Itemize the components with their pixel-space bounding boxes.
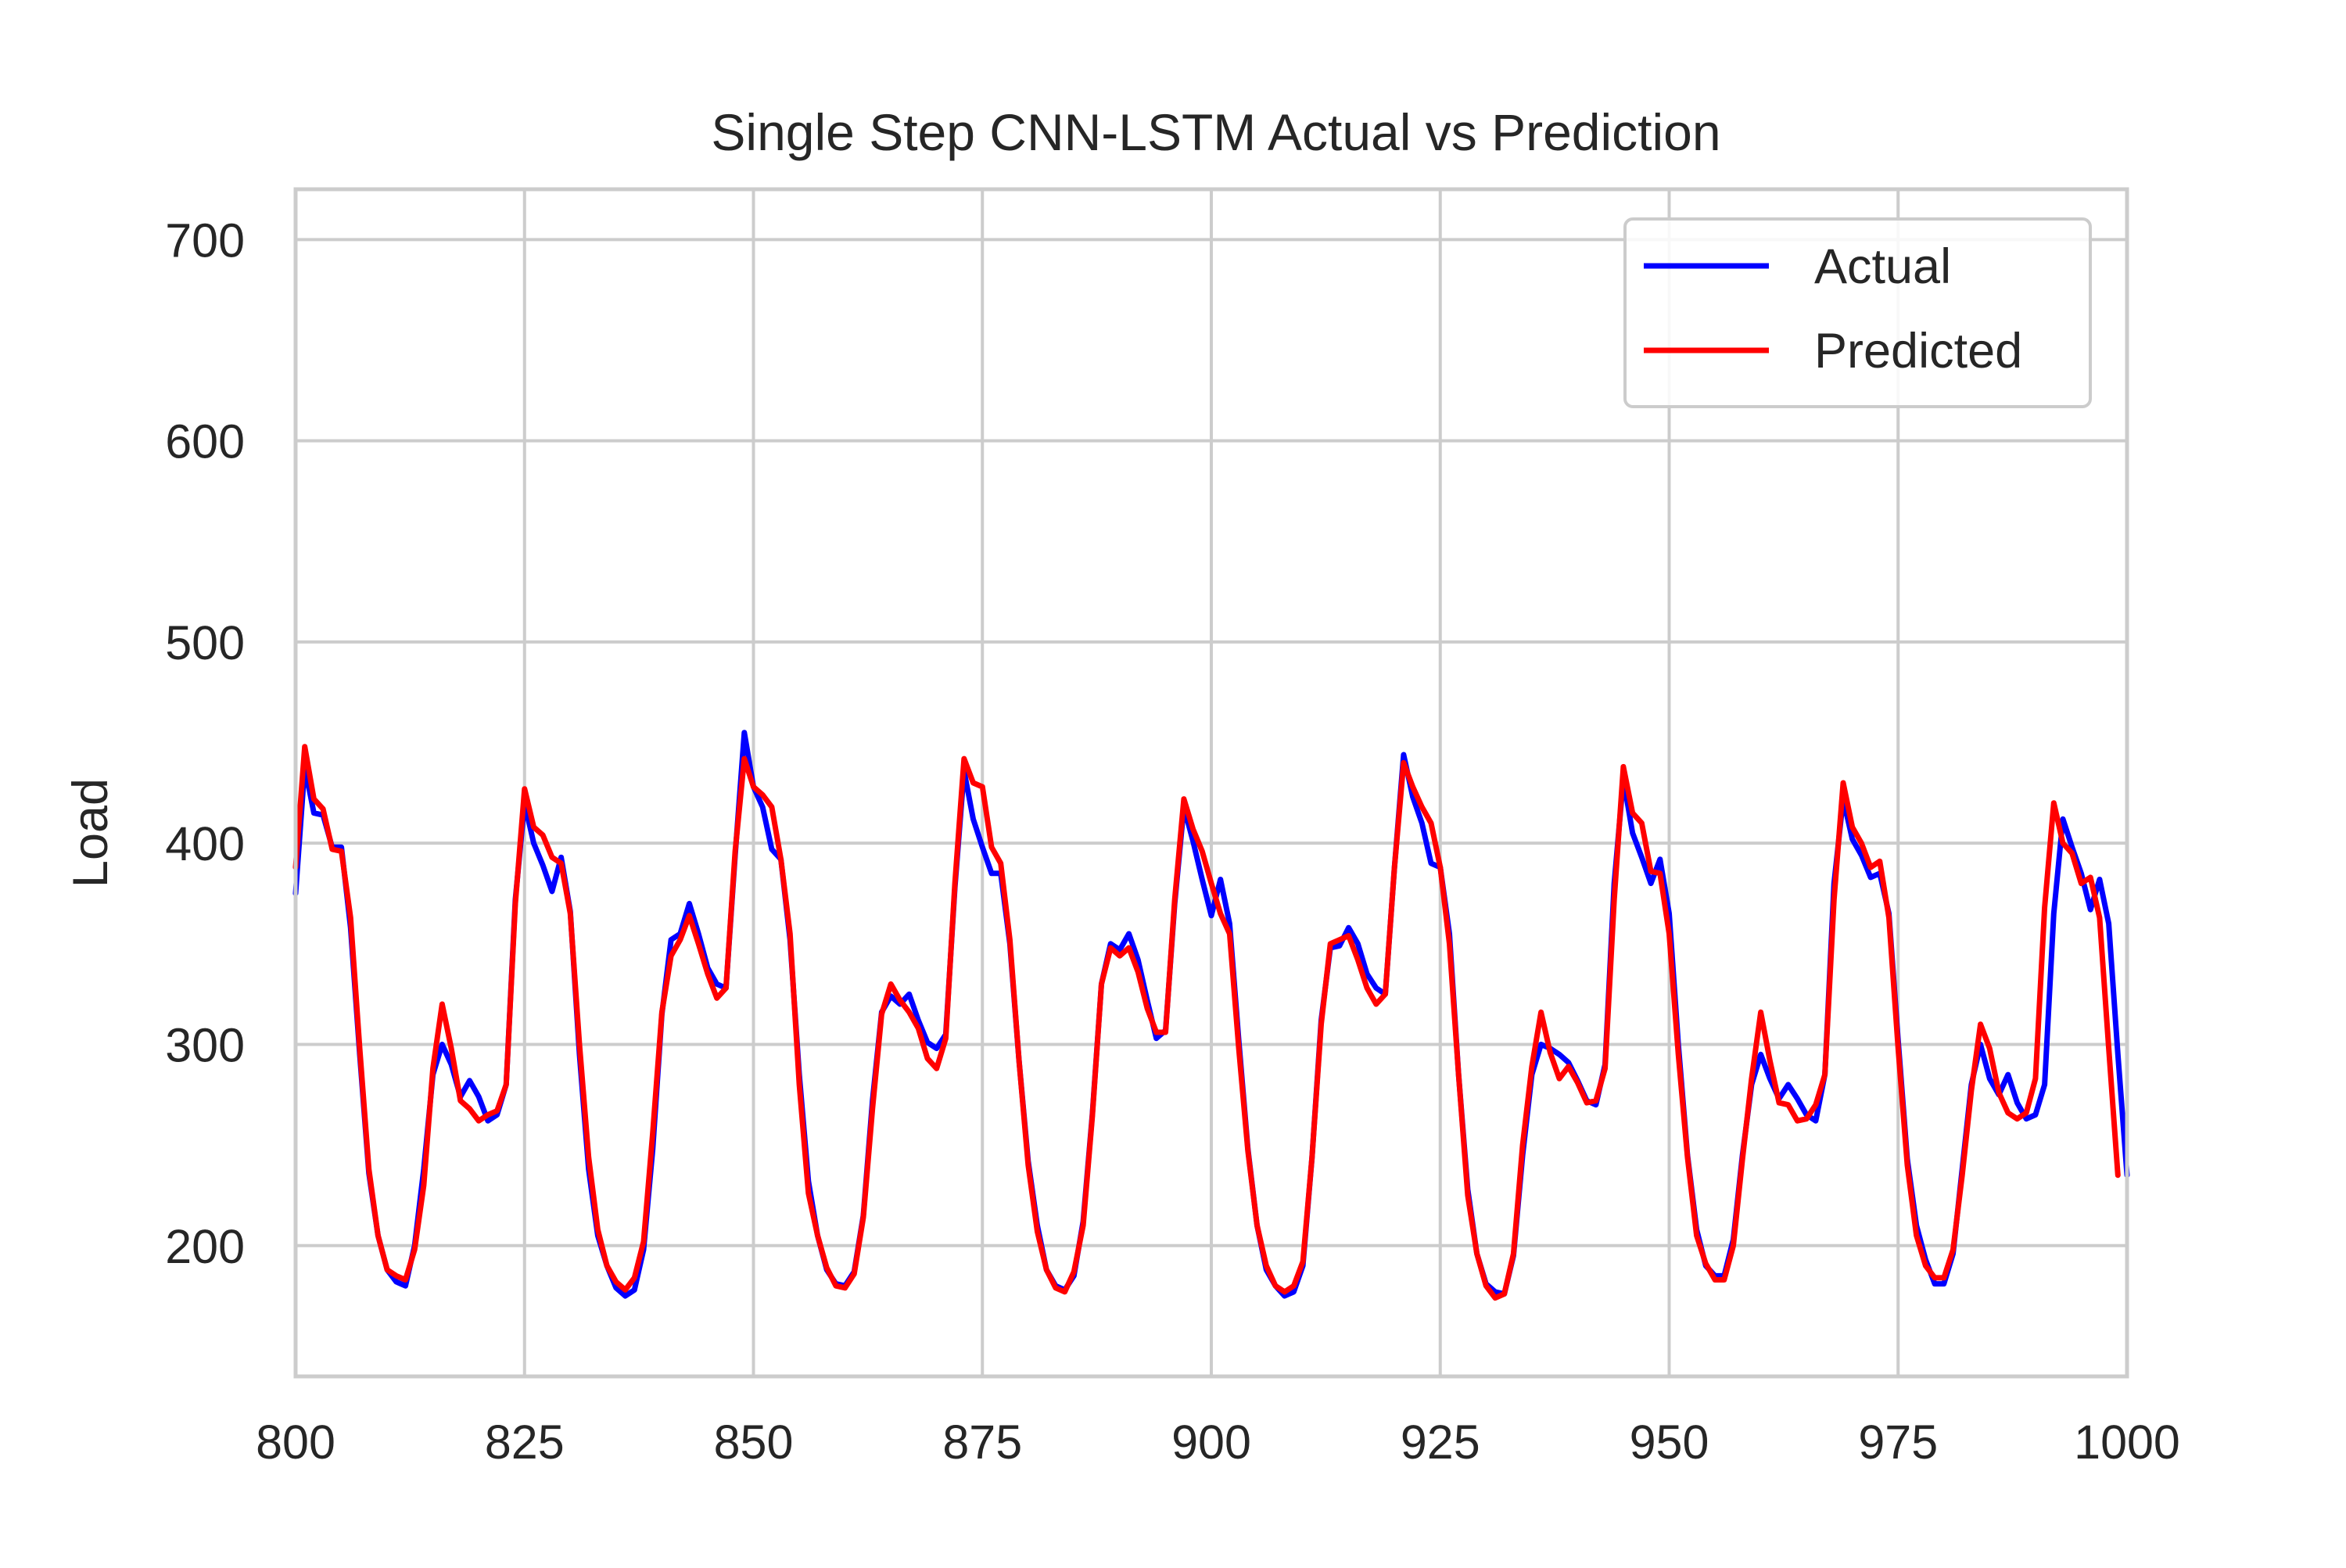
grid-lines: [294, 189, 2129, 1376]
x-tick-label: 800: [256, 1416, 335, 1469]
y-axis-ticks: 200 300 400 500 600 700: [165, 213, 245, 1272]
chart-title: Single Step CNN-LSTM Actual vs Predictio…: [711, 103, 1720, 161]
y-tick-label: 200: [165, 1220, 245, 1273]
x-tick-label: 850: [714, 1416, 794, 1469]
plot-series: [292, 730, 2130, 1301]
y-tick-label: 500: [165, 616, 245, 669]
x-axis-ticks: 800 825 850 875 900 925 950 975 1000: [256, 1416, 2180, 1469]
y-tick-label: 700: [165, 213, 245, 267]
y-tick-label: 400: [165, 817, 245, 870]
y-axis-label: Load: [63, 778, 118, 888]
series-line-predicted: [292, 744, 2121, 1301]
x-tick-label: 825: [485, 1416, 565, 1469]
x-tick-label: 925: [1401, 1416, 1480, 1469]
legend-label-actual: Actual: [1814, 239, 1951, 294]
legend: Actual Predicted: [1623, 217, 2092, 408]
x-tick-label: 875: [942, 1416, 1022, 1469]
x-tick-label: 1000: [2074, 1416, 2180, 1469]
legend-label-predicted: Predicted: [1814, 324, 2022, 379]
x-tick-label: 975: [1858, 1416, 1938, 1469]
x-tick-label: 950: [1630, 1416, 1709, 1469]
plot-frame: [293, 187, 2129, 1379]
y-tick-label: 300: [165, 1018, 245, 1071]
y-tick-label: 600: [165, 415, 245, 468]
x-tick-label: 900: [1171, 1416, 1251, 1469]
